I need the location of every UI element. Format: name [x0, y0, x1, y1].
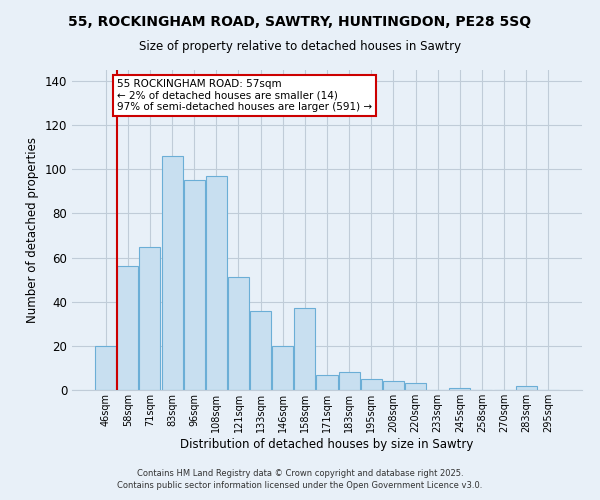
- Bar: [228, 278, 249, 390]
- Bar: [405, 384, 426, 390]
- Y-axis label: Number of detached properties: Number of detached properties: [26, 137, 39, 323]
- Text: Size of property relative to detached houses in Sawtry: Size of property relative to detached ho…: [139, 40, 461, 53]
- Bar: [383, 381, 404, 390]
- X-axis label: Distribution of detached houses by size in Sawtry: Distribution of detached houses by size …: [181, 438, 473, 450]
- Bar: [206, 176, 227, 390]
- Bar: [161, 156, 182, 390]
- Bar: [361, 379, 382, 390]
- Bar: [118, 266, 139, 390]
- Bar: [316, 374, 338, 390]
- Text: 55 ROCKINGHAM ROAD: 57sqm
← 2% of detached houses are smaller (14)
97% of semi-d: 55 ROCKINGHAM ROAD: 57sqm ← 2% of detach…: [117, 79, 372, 112]
- Bar: [295, 308, 316, 390]
- Bar: [139, 246, 160, 390]
- Bar: [184, 180, 205, 390]
- Text: 55, ROCKINGHAM ROAD, SAWTRY, HUNTINGDON, PE28 5SQ: 55, ROCKINGHAM ROAD, SAWTRY, HUNTINGDON,…: [68, 15, 532, 29]
- Bar: [449, 388, 470, 390]
- Bar: [95, 346, 116, 390]
- Bar: [515, 386, 536, 390]
- Text: Contains HM Land Registry data © Crown copyright and database right 2025.
Contai: Contains HM Land Registry data © Crown c…: [118, 469, 482, 490]
- Bar: [272, 346, 293, 390]
- Bar: [250, 310, 271, 390]
- Bar: [338, 372, 359, 390]
